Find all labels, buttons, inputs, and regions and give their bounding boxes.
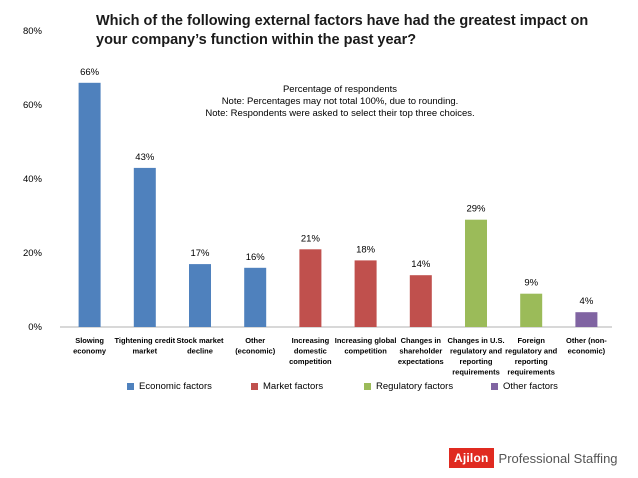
legend-label-other: Other factors <box>503 381 558 392</box>
legend-item-regulatory: Regulatory factors <box>364 381 453 392</box>
category-label: Other (economic) <box>235 336 276 356</box>
category-label: Changes in shareholder expectations <box>398 336 444 366</box>
data-label: 43% <box>135 152 155 163</box>
category-label: Tightening credit market <box>114 336 175 356</box>
data-label: 18% <box>356 244 376 255</box>
logo-tagline: Professional Staffing <box>498 450 618 466</box>
legend-label-economic: Economic factors <box>139 381 212 392</box>
bar-chart: 0% 20% 40% 60% 80% 66% Slowing economy 43% Tighte… <box>23 26 612 377</box>
chart-notes: Percentage of respondents Note: Percenta… <box>150 84 530 120</box>
bar <box>244 267 267 327</box>
note-subtitle: Percentage of respondents <box>282 84 398 95</box>
y-tick-label: 20% <box>23 248 43 259</box>
legend-swatch-market <box>251 383 258 390</box>
bar <box>575 312 598 327</box>
category-label: Stock market decline <box>176 336 224 356</box>
y-tick-label: 0% <box>28 322 42 333</box>
category-label: Increasing global competition <box>335 336 397 356</box>
category-label: Slowing economy <box>73 336 107 356</box>
bar <box>133 167 156 327</box>
logo-brand: Ajilon <box>449 448 494 468</box>
bar <box>78 82 101 327</box>
category-label: Changes in U.S. regulatory and reporting re… <box>447 336 504 377</box>
data-label: 29% <box>466 204 486 215</box>
bar <box>465 219 487 327</box>
data-label: 66% <box>80 67 100 78</box>
legend-label-regulatory: Regulatory factors <box>376 381 454 392</box>
data-label: 16% <box>246 252 266 263</box>
legend-item-economic: Economic factors <box>127 381 212 392</box>
data-label: 17% <box>190 248 210 259</box>
legend-swatch-economic <box>127 383 134 390</box>
legend-item-other: Other factors <box>491 381 558 392</box>
data-label: 9% <box>524 278 538 289</box>
data-label: 4% <box>580 296 594 307</box>
legend-item-market: Market factors <box>251 381 323 392</box>
y-tick-label: 80% <box>23 26 43 37</box>
category-label: Increasing domestic competition <box>289 336 332 366</box>
bar <box>299 249 322 327</box>
data-label: 14% <box>411 259 431 270</box>
chart-title: Which of the following external factors … <box>96 13 589 48</box>
y-tick-label: 60% <box>23 100 43 111</box>
ajilon-logo: Ajilon Professional Staffing <box>449 448 618 468</box>
legend-swatch-other <box>491 383 498 390</box>
note-selection: Note: Respondents were asked to select t… <box>205 108 475 119</box>
category-label: Other (non-economic) <box>566 336 607 356</box>
bar <box>354 260 377 327</box>
legend-swatch-regulatory <box>364 383 371 390</box>
bar <box>520 293 543 327</box>
data-label: 21% <box>301 233 321 244</box>
category-label: Foreign regulatory and reporting requiremen… <box>505 336 558 377</box>
bar <box>409 275 432 327</box>
note-rounding: Note: Percentages may not total 100%, du… <box>221 96 459 107</box>
y-tick-label: 40% <box>23 174 43 185</box>
bar <box>189 264 211 327</box>
legend-label-market: Market factors <box>263 381 324 392</box>
